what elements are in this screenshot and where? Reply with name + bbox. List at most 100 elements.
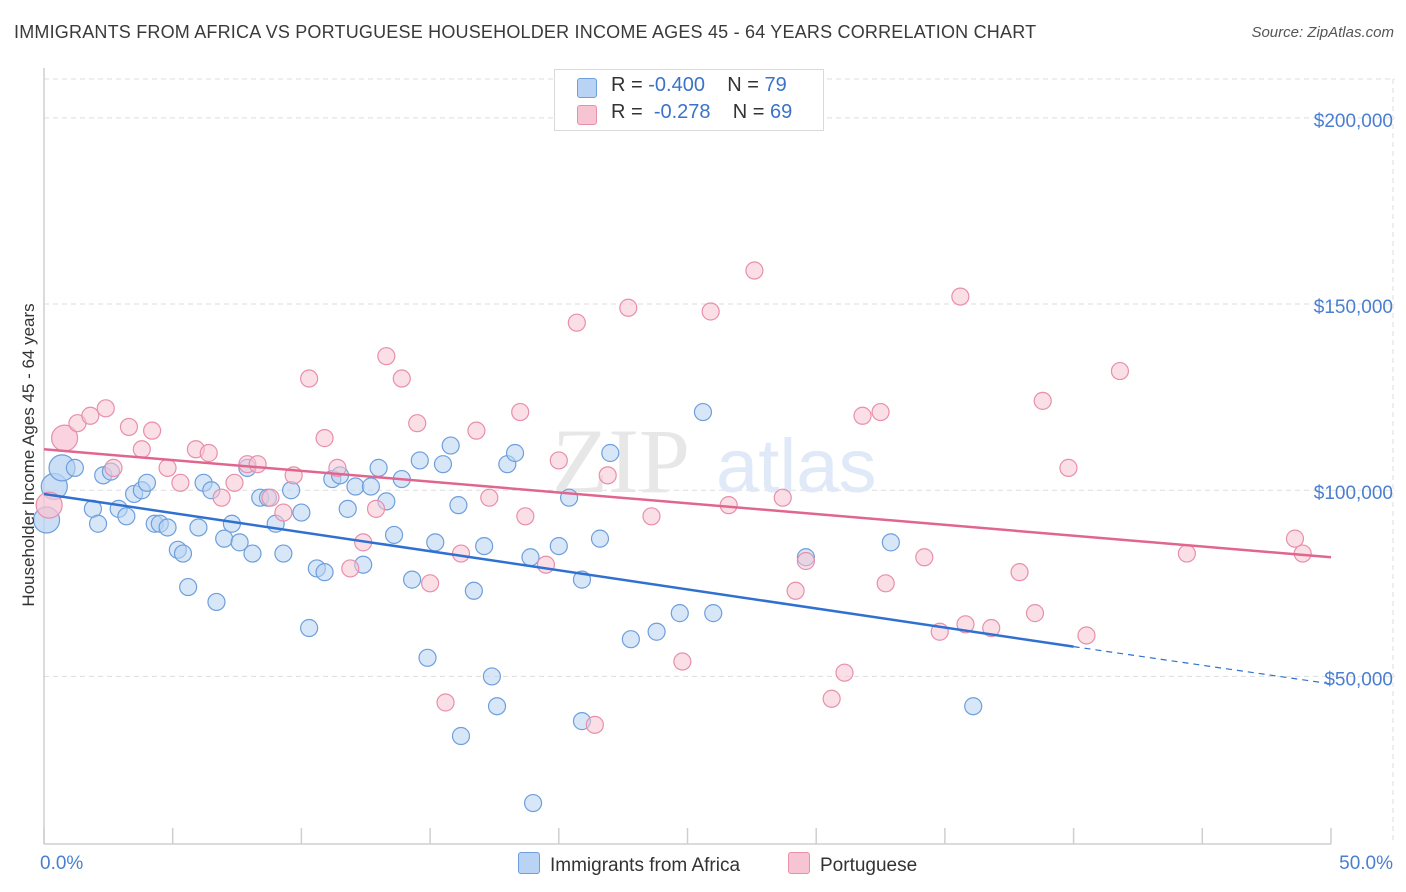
data-point xyxy=(117,507,136,526)
data-point xyxy=(701,302,720,321)
data-point xyxy=(96,399,115,418)
x-tick-label: 0.0% xyxy=(40,853,83,874)
data-point xyxy=(171,473,190,492)
data-point xyxy=(480,488,499,507)
data-point xyxy=(704,604,723,623)
data-point xyxy=(104,458,123,477)
data-point xyxy=(1077,626,1096,645)
data-point xyxy=(158,458,177,477)
legend-n-value-africa: 79 xyxy=(764,74,787,96)
data-point xyxy=(274,503,293,522)
data-point xyxy=(274,544,293,563)
data-point xyxy=(693,402,713,422)
data-point xyxy=(451,544,471,563)
bottom-legend-africa: Immigrants from Africa xyxy=(518,852,740,877)
data-point xyxy=(119,417,139,437)
bottom-legend-label-portuguese: Portuguese xyxy=(820,855,918,876)
data-point xyxy=(410,451,429,470)
data-point xyxy=(449,496,468,515)
data-point xyxy=(225,473,244,492)
data-point xyxy=(487,697,507,716)
data-point xyxy=(796,551,816,571)
data-point xyxy=(418,648,437,667)
legend-swatch-portuguese xyxy=(577,105,597,125)
data-point xyxy=(369,458,388,477)
data-point xyxy=(189,518,208,537)
trend-line-africa xyxy=(43,492,1074,648)
data-point xyxy=(745,261,764,280)
legend-n-label: N = xyxy=(727,74,759,96)
source-label: Source: ZipAtlas.com xyxy=(1251,24,1394,41)
data-point xyxy=(137,473,157,492)
data-point xyxy=(436,693,455,712)
data-point xyxy=(212,488,231,507)
data-point xyxy=(853,406,872,425)
data-point xyxy=(585,715,604,734)
data-point xyxy=(956,615,975,634)
data-point xyxy=(549,451,568,470)
legend-swatch-africa xyxy=(577,78,597,98)
data-point xyxy=(523,793,543,813)
data-point xyxy=(179,577,198,597)
data-point xyxy=(433,455,453,474)
legend-r-label: R = xyxy=(611,74,643,96)
data-point xyxy=(1177,544,1196,563)
data-point xyxy=(315,429,334,448)
data-point xyxy=(619,298,638,317)
bottom-legend-label-africa: Immigrants from Africa xyxy=(550,855,741,876)
data-point xyxy=(65,458,84,477)
data-point xyxy=(475,536,494,556)
series-portuguese-points xyxy=(35,261,1312,734)
data-point xyxy=(876,574,895,593)
y-tick-label: $150,000 xyxy=(1314,297,1393,318)
trend-line-africa-extension xyxy=(1073,646,1332,685)
data-point xyxy=(426,533,445,552)
data-point xyxy=(601,443,620,463)
axes xyxy=(43,68,1332,845)
data-point xyxy=(451,726,471,746)
data-point xyxy=(464,581,483,600)
legend-r-value-portuguese: -0.278 xyxy=(653,101,711,123)
data-point xyxy=(384,525,404,545)
data-point xyxy=(199,443,218,463)
data-point xyxy=(402,570,422,589)
legend-r-value-africa: -0.400 xyxy=(648,74,705,96)
data-point xyxy=(282,481,301,500)
y-tick-labels: $50,000 $100,000 $150,000 $200,000 xyxy=(1314,111,1393,691)
data-point xyxy=(1059,458,1078,477)
data-point xyxy=(143,421,162,440)
data-point xyxy=(300,618,319,638)
data-point xyxy=(441,436,460,455)
data-point xyxy=(300,369,319,388)
data-point xyxy=(982,618,1001,638)
data-point xyxy=(338,499,357,518)
data-point xyxy=(366,499,386,518)
data-point xyxy=(1285,529,1305,548)
data-point xyxy=(1110,361,1130,381)
data-point xyxy=(35,491,63,519)
data-point xyxy=(207,592,226,612)
data-point xyxy=(773,488,792,507)
x-tick-labels: 0.0% 50.0% xyxy=(40,853,1393,874)
data-point xyxy=(377,347,396,366)
watermark-atlas: atlas xyxy=(716,424,877,509)
data-point xyxy=(549,536,568,556)
data-point xyxy=(590,529,610,548)
data-point xyxy=(158,518,177,537)
trend-line-portuguese xyxy=(43,448,1332,559)
data-point xyxy=(243,544,262,563)
data-point xyxy=(173,544,193,563)
data-point xyxy=(421,574,440,593)
y-axis-title: Householder Income Ages 45 - 64 years xyxy=(19,303,38,606)
y-tick-label: $200,000 xyxy=(1314,111,1393,132)
data-point xyxy=(621,630,640,649)
trend-lines xyxy=(43,448,1332,685)
data-point xyxy=(536,555,556,574)
data-point xyxy=(835,663,854,682)
data-point xyxy=(642,507,661,526)
data-point xyxy=(392,369,411,388)
chart-title: IMMIGRANTS FROM AFRICA VS PORTUGUESE HOU… xyxy=(14,22,1037,42)
data-point xyxy=(915,548,934,567)
data-point xyxy=(230,533,249,552)
